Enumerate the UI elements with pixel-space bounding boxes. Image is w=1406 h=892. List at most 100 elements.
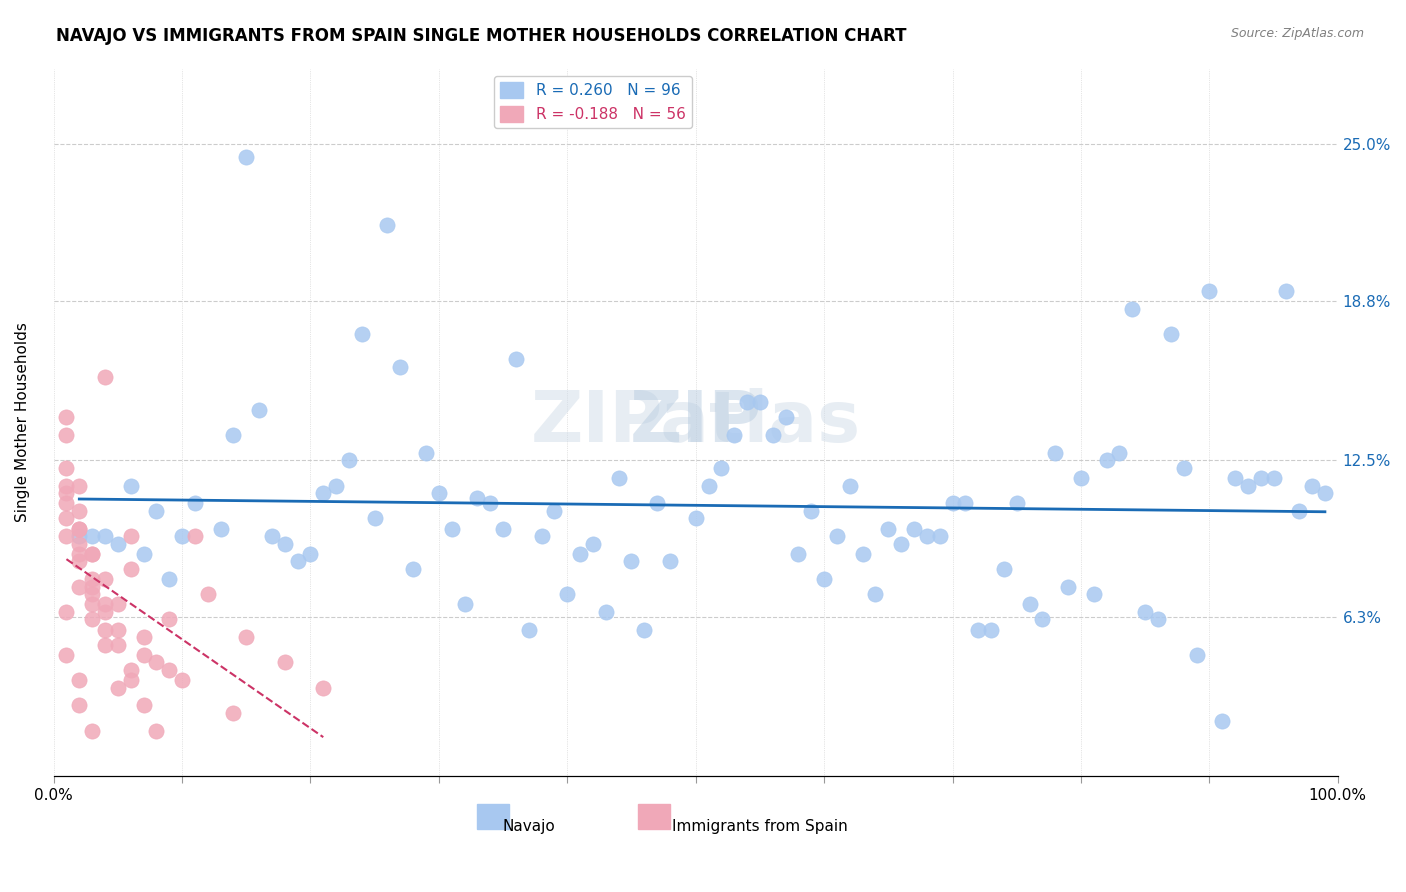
Point	[209, 521, 232, 535]
Text: Navajo: Navajo	[502, 819, 555, 834]
Point	[94, 369, 117, 384]
Point	[980, 623, 1002, 637]
Point	[67, 478, 90, 492]
Point	[107, 536, 129, 550]
Point	[184, 496, 207, 510]
Point	[82, 612, 104, 626]
Point	[813, 572, 835, 586]
Point	[94, 597, 117, 611]
Point	[1211, 714, 1233, 728]
Point	[1237, 478, 1260, 492]
Point	[260, 529, 283, 543]
Point	[145, 656, 167, 670]
Text: NAVAJO VS IMMIGRANTS FROM SPAIN SINGLE MOTHER HOUSEHOLDS CORRELATION CHART: NAVAJO VS IMMIGRANTS FROM SPAIN SINGLE M…	[56, 27, 907, 45]
Text: ZIPatlas: ZIPatlas	[530, 388, 860, 457]
Point	[120, 478, 142, 492]
Point	[1095, 453, 1118, 467]
Point	[1198, 284, 1220, 298]
Point	[710, 460, 733, 475]
Point	[120, 673, 142, 687]
Point	[120, 663, 142, 677]
Point	[852, 547, 875, 561]
Point	[55, 428, 77, 442]
Point	[67, 580, 90, 594]
Point	[94, 529, 117, 543]
Point	[1275, 284, 1298, 298]
Point	[67, 521, 90, 535]
Point	[67, 554, 90, 568]
Point	[1185, 648, 1208, 662]
Point	[325, 478, 347, 492]
Y-axis label: Single Mother Households: Single Mother Households	[15, 322, 30, 523]
Point	[107, 681, 129, 695]
Point	[82, 572, 104, 586]
Point	[1057, 580, 1080, 594]
Point	[235, 150, 257, 164]
Point	[67, 504, 90, 518]
Point	[415, 445, 437, 459]
Point	[697, 478, 720, 492]
Point	[55, 478, 77, 492]
Point	[492, 521, 515, 535]
Legend: R = 0.260   N = 96, R = -0.188   N = 56: R = 0.260 N = 96, R = -0.188 N = 56	[495, 76, 692, 128]
Point	[157, 572, 180, 586]
Point	[967, 623, 990, 637]
Point	[762, 428, 785, 442]
Point	[595, 605, 617, 619]
Point	[120, 562, 142, 576]
Point	[479, 496, 502, 510]
Text: Source: ZipAtlas.com: Source: ZipAtlas.com	[1230, 27, 1364, 40]
Point	[132, 698, 155, 713]
Point	[107, 623, 129, 637]
Point	[402, 562, 425, 576]
Point	[748, 395, 770, 409]
Point	[67, 673, 90, 687]
Point	[865, 587, 887, 601]
Point	[877, 521, 900, 535]
Point	[645, 496, 668, 510]
FancyBboxPatch shape	[478, 805, 509, 830]
Point	[235, 630, 257, 644]
Point	[440, 521, 463, 535]
Text: ZIP: ZIP	[630, 388, 762, 457]
Point	[55, 486, 77, 500]
Point	[132, 630, 155, 644]
Point	[145, 723, 167, 738]
Point	[467, 491, 489, 505]
Point	[659, 554, 682, 568]
Point	[1045, 445, 1067, 459]
Point	[94, 605, 117, 619]
Point	[955, 496, 977, 510]
Point	[1250, 471, 1272, 485]
Point	[1147, 612, 1170, 626]
Point	[299, 547, 322, 561]
Point	[1018, 597, 1040, 611]
Point	[274, 536, 297, 550]
Point	[132, 547, 155, 561]
Point	[569, 547, 592, 561]
Point	[787, 547, 810, 561]
Point	[312, 681, 335, 695]
Point	[157, 612, 180, 626]
Point	[633, 623, 655, 637]
Point	[1108, 445, 1130, 459]
Point	[82, 547, 104, 561]
Point	[350, 326, 373, 341]
Point	[517, 623, 540, 637]
Point	[1173, 460, 1195, 475]
Point	[222, 428, 245, 442]
Point	[55, 648, 77, 662]
Point	[67, 547, 90, 561]
Point	[685, 511, 707, 525]
Point	[94, 638, 117, 652]
Point	[915, 529, 938, 543]
Point	[82, 597, 104, 611]
Point	[337, 453, 360, 467]
Point	[800, 504, 823, 518]
Point	[94, 572, 117, 586]
Point	[107, 597, 129, 611]
Point	[530, 529, 553, 543]
Point	[825, 529, 848, 543]
Point	[274, 656, 297, 670]
Point	[55, 605, 77, 619]
